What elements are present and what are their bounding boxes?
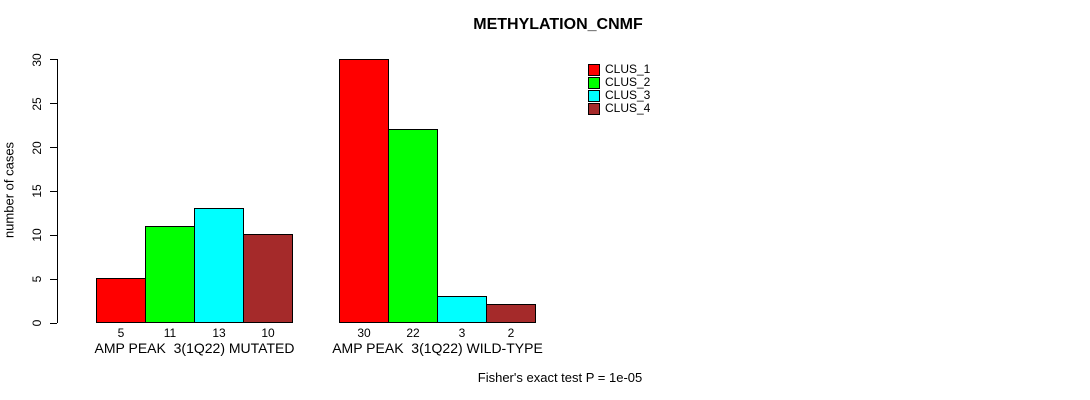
- y-axis-tick: [50, 190, 57, 192]
- y-axis-tick: [50, 278, 57, 280]
- y-tick-label: 20: [30, 140, 44, 155]
- bar-clus_2: [388, 129, 438, 323]
- legend-swatch-icon: [588, 102, 600, 115]
- bar-clus_1: [96, 278, 146, 323]
- y-axis-tick: [50, 322, 57, 324]
- group-label: AMP PEAK 3(1Q22) MUTATED: [94, 340, 295, 356]
- legend-item-clus_1: CLUS_1: [588, 63, 650, 76]
- chart-title: METHYLATION_CNMF: [473, 16, 643, 33]
- bar-clus_4: [243, 234, 293, 323]
- y-tick-label: 15: [30, 184, 44, 199]
- y-axis-tick: [50, 103, 57, 105]
- legend: CLUS_1 CLUS_2 CLUS_3 CLUS_4: [588, 63, 650, 115]
- bar-value-label: 13: [212, 326, 226, 340]
- y-axis-tick: [50, 234, 57, 236]
- legend-swatch-icon: [588, 63, 600, 76]
- bar-value-label: 30: [357, 326, 371, 340]
- legend-item-clus_3: CLUS_3: [588, 89, 650, 102]
- legend-item-clus_2: CLUS_2: [588, 76, 650, 89]
- y-tick-label: 10: [30, 228, 44, 243]
- y-tick-label: 5: [30, 275, 44, 283]
- legend-item-clus_4: CLUS_4: [588, 102, 650, 115]
- y-tick-label: 0: [30, 319, 44, 327]
- bar-value-label: 5: [117, 326, 125, 340]
- y-tick-label: 30: [30, 53, 44, 67]
- bar-value-label: 22: [406, 326, 420, 340]
- bar-clus_3: [437, 296, 487, 323]
- bar-value-label: 10: [261, 326, 275, 340]
- y-tick-label: 25: [30, 97, 44, 111]
- fisher-test-annotation: Fisher's exact test P = 1e-05: [477, 370, 643, 385]
- legend-swatch-icon: [588, 76, 600, 89]
- bar-clus_2: [145, 226, 195, 323]
- legend-label: CLUS_2: [605, 75, 651, 89]
- y-axis-tick: [50, 59, 57, 61]
- legend-label: CLUS_1: [605, 62, 651, 76]
- y-axis-tick: [50, 147, 57, 149]
- bar-value-label: 3: [458, 326, 466, 340]
- bar-value-label: 2: [507, 326, 515, 340]
- y-axis-label: number of cases: [1, 141, 17, 239]
- group-label: AMP PEAK 3(1Q22) WILD-TYPE: [332, 340, 543, 356]
- bar-clus_3: [194, 208, 244, 323]
- legend-label: CLUS_4: [605, 101, 651, 115]
- y-axis-line: [57, 59, 58, 323]
- bar-clus_1: [339, 59, 389, 323]
- legend-label: CLUS_3: [605, 88, 651, 102]
- bar-value-label: 11: [163, 326, 177, 340]
- legend-swatch-icon: [588, 89, 600, 102]
- bar-clus_4: [486, 304, 536, 323]
